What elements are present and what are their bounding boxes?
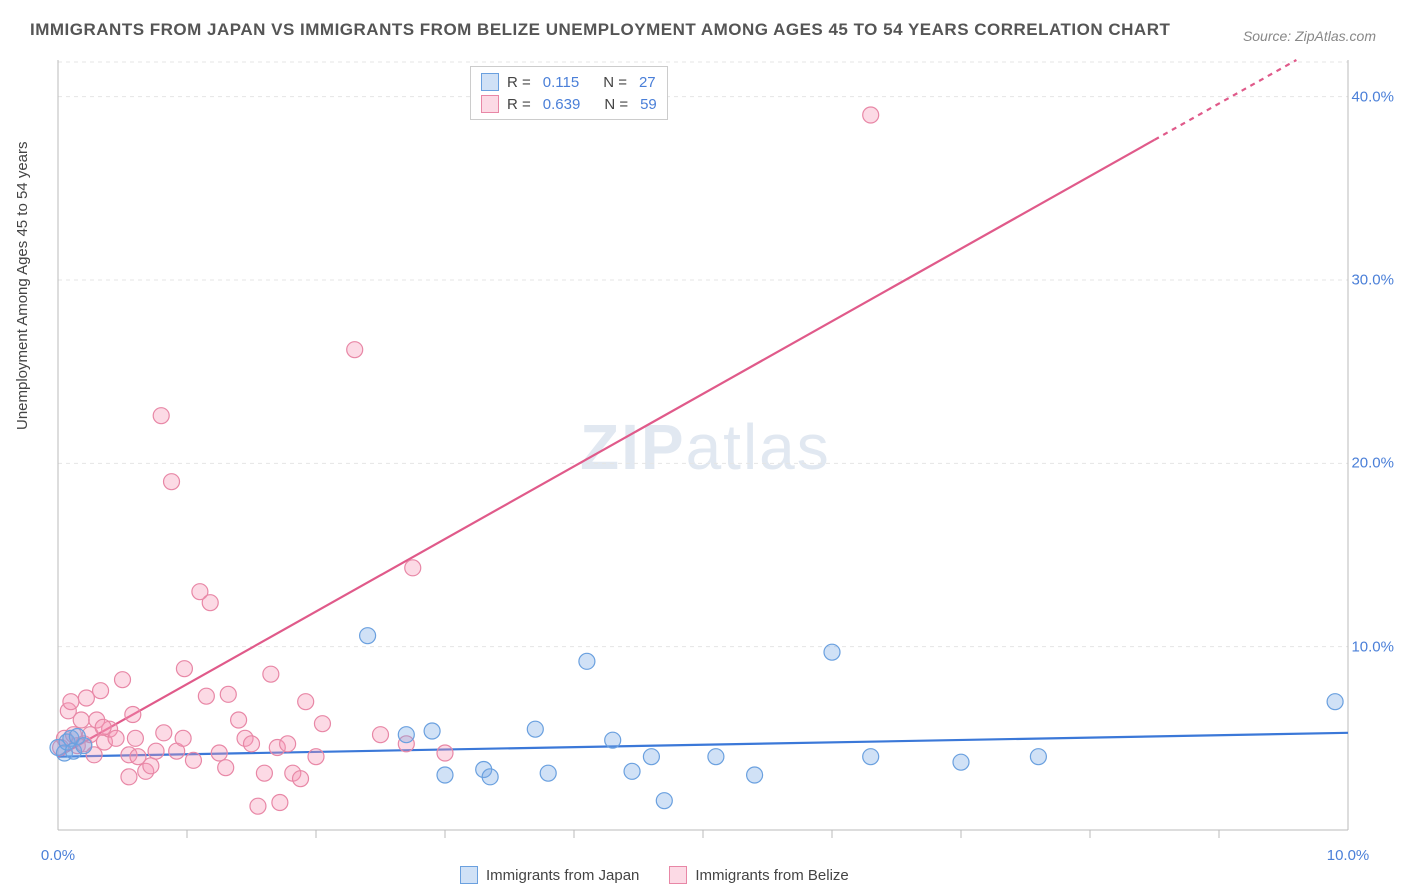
n-value-belize: 59: [640, 96, 657, 113]
n-label: N =: [603, 74, 627, 91]
x-tick-label: 10.0%: [1327, 847, 1370, 864]
legend-stats-row-japan: R = 0.115 N = 27: [481, 71, 657, 93]
y-tick-label: 10.0%: [1351, 638, 1394, 655]
n-label: N =: [604, 96, 628, 113]
legend-swatch-belize: [481, 95, 499, 113]
legend-label-belize: Immigrants from Belize: [695, 867, 848, 884]
legend-swatch-belize: [669, 866, 687, 884]
correlation-scatter-chart: [0, 0, 1406, 892]
r-label: R =: [507, 74, 531, 91]
legend-item-japan: Immigrants from Japan: [460, 866, 639, 884]
legend-stats-row-belize: R = 0.639 N = 59: [481, 93, 657, 115]
y-tick-label: 30.0%: [1351, 272, 1394, 289]
r-label: R =: [507, 96, 531, 113]
y-tick-label: 20.0%: [1351, 455, 1394, 472]
n-value-japan: 27: [639, 74, 656, 91]
y-tick-label: 40.0%: [1351, 88, 1394, 105]
legend-swatch-japan: [460, 866, 478, 884]
legend-label-japan: Immigrants from Japan: [486, 867, 639, 884]
legend-stats-box: R = 0.115 N = 27 R = 0.639 N = 59: [470, 66, 668, 120]
r-value-japan: 0.115: [543, 74, 579, 91]
legend-series: Immigrants from Japan Immigrants from Be…: [460, 866, 849, 884]
legend-item-belize: Immigrants from Belize: [669, 866, 848, 884]
r-value-belize: 0.639: [543, 96, 581, 113]
x-tick-label: 0.0%: [41, 847, 75, 864]
legend-swatch-japan: [481, 73, 499, 91]
